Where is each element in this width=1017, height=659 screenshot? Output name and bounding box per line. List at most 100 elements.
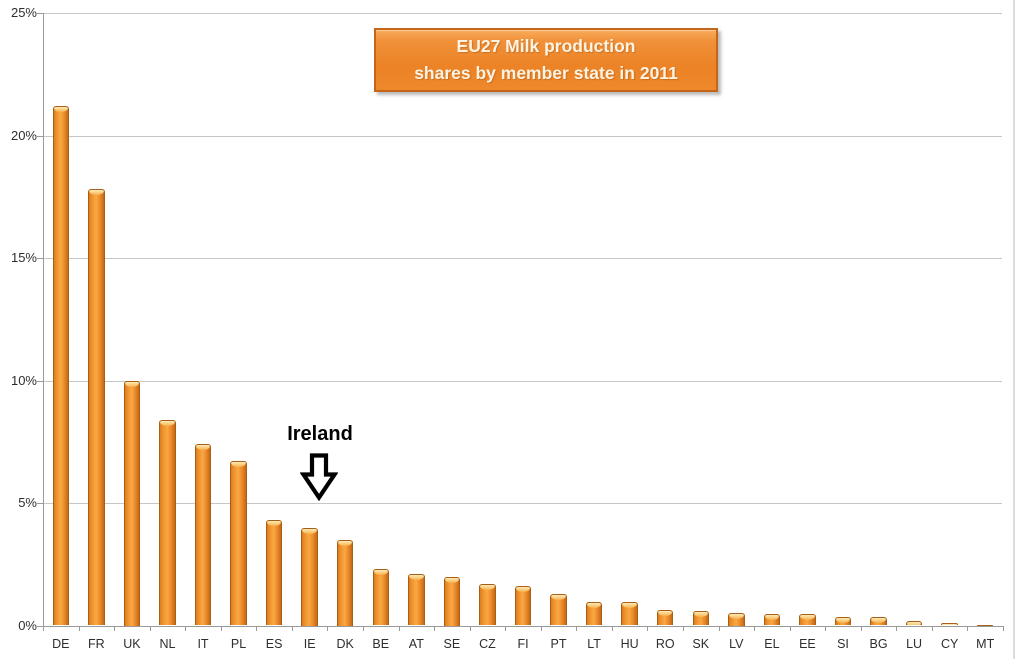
bar-CY: [941, 623, 958, 626]
bar-RO: [656, 609, 674, 626]
x-axis-label-DK: DK: [336, 637, 354, 651]
bar-PT: [550, 593, 567, 626]
x-axis-label-SK: SK: [692, 637, 710, 651]
x-axis-tick-12: [469, 625, 471, 631]
bar-EE: [799, 614, 816, 626]
x-axis-label-EL: EL: [764, 637, 780, 651]
x-axis-tick-6: [256, 625, 258, 631]
bar-SK: [692, 610, 710, 626]
y-axis-label-25%: 25%: [10, 5, 37, 20]
bar-ES: [265, 520, 283, 626]
y-axis-label-0%: 0%: [18, 617, 37, 633]
y-axis-label-20%: 20%: [10, 127, 37, 143]
x-axis-tick-7: [291, 625, 293, 631]
bar-PL: [230, 461, 247, 626]
x-axis-tick-5: [220, 625, 222, 631]
bar-EL: [763, 614, 781, 626]
x-axis-label-RO: RO: [655, 637, 675, 651]
x-axis-tick-8: [327, 625, 329, 631]
bar-BE: [372, 569, 390, 626]
x-axis-label-LV: LV: [729, 637, 744, 651]
x-axis-tick-13: [505, 625, 507, 631]
x-axis-tick-16: [611, 625, 613, 631]
x-axis-label-FR: FR: [87, 637, 105, 651]
x-axis-tick-27: [1003, 625, 1004, 631]
x-axis-tick-11: [434, 625, 436, 631]
bar-HU: [621, 602, 638, 626]
x-axis-label-SI: SI: [837, 637, 849, 651]
y-axis-label-10%: 10%: [10, 372, 37, 388]
bar-SI: [834, 616, 852, 626]
x-axis-label-CZ: CZ: [479, 637, 496, 651]
x-axis-tick-21: [789, 625, 791, 631]
bar-AT: [408, 574, 425, 626]
bar-LT: [585, 602, 603, 626]
x-axis-label-SE: SE: [443, 637, 461, 651]
x-axis-label-ES: ES: [265, 637, 283, 651]
x-axis-label-BE: BE: [372, 637, 390, 651]
y-axis-label-15%: 15%: [10, 250, 37, 265]
y-axis-tick-20%: [37, 135, 43, 137]
bar-CZ: [479, 583, 496, 626]
x-axis-label-EE: EE: [799, 637, 816, 651]
x-axis-tick-1: [78, 625, 80, 631]
gridline-10%: [43, 380, 1002, 382]
y-axis-tick-10%: [37, 380, 43, 382]
x-axis-label-LT: LT: [587, 637, 601, 651]
x-axis-label-PL: PL: [230, 637, 247, 651]
chart-title-line-2: shares by member state in 2011: [414, 63, 678, 83]
x-axis-label-NL: NL: [159, 637, 176, 651]
x-axis-tick-20: [754, 625, 756, 631]
x-axis-tick-17: [647, 625, 649, 631]
gridline-20%: [43, 135, 1002, 137]
bar-LU: [905, 620, 923, 626]
x-axis-label-IE: IE: [303, 637, 316, 651]
x-axis-label-IT: IT: [197, 637, 209, 651]
x-axis-label-LU: LU: [906, 637, 923, 651]
down-block-arrow-icon: [300, 453, 338, 501]
gridline-25%: [43, 13, 1002, 14]
x-axis-tick-3: [149, 625, 151, 631]
x-axis-tick-19: [718, 625, 720, 631]
x-axis-tick-4: [185, 625, 187, 631]
x-axis-tick-10: [398, 625, 400, 631]
x-axis-tick-26: [967, 625, 969, 631]
bar-UK: [123, 380, 141, 626]
x-axis-tick-24: [896, 625, 898, 631]
x-axis-tick-9: [363, 625, 364, 631]
x-axis-tick-22: [825, 625, 827, 631]
x-axis-label-PT: PT: [550, 637, 567, 651]
x-axis-tick-23: [860, 625, 862, 631]
y-axis-tick-0%: [37, 625, 43, 627]
x-axis-label-DE: DE: [52, 637, 70, 651]
annotation-label-ireland: Ireland: [287, 423, 353, 445]
y-axis-tick-25%: [37, 13, 43, 14]
chart-right-border: [1013, 0, 1015, 659]
chart-title-box: EU27 Milk production shares by member st…: [374, 28, 718, 92]
bar-LV: [728, 613, 745, 626]
x-axis-tick-14: [540, 625, 542, 631]
gridline-15%: [43, 258, 1002, 259]
x-axis-label-CY: CY: [940, 637, 959, 651]
x-axis-label-BG: BG: [869, 637, 888, 651]
bar-DE: [52, 106, 70, 626]
y-axis-line: [43, 13, 44, 627]
x-axis-tick-18: [683, 625, 684, 631]
x-axis-label-UK: UK: [123, 637, 141, 651]
y-axis-tick-15%: [37, 258, 43, 259]
chart-title-line-1: EU27 Milk production: [456, 36, 636, 56]
x-axis-tick-2: [114, 625, 116, 631]
bar-SE: [443, 576, 461, 626]
bar-BG: [870, 617, 887, 626]
x-axis-label-AT: AT: [408, 637, 424, 651]
bar-NL: [159, 419, 176, 626]
x-axis-line: [43, 625, 1003, 627]
x-axis-label-MT: MT: [976, 637, 995, 651]
bar-FI: [514, 586, 532, 626]
x-axis-tick-15: [576, 625, 578, 631]
gridline-5%: [43, 503, 1002, 504]
x-axis-label-HU: HU: [620, 637, 639, 651]
x-axis-tick-25: [931, 625, 933, 631]
x-axis-label-FI: FI: [517, 637, 529, 651]
